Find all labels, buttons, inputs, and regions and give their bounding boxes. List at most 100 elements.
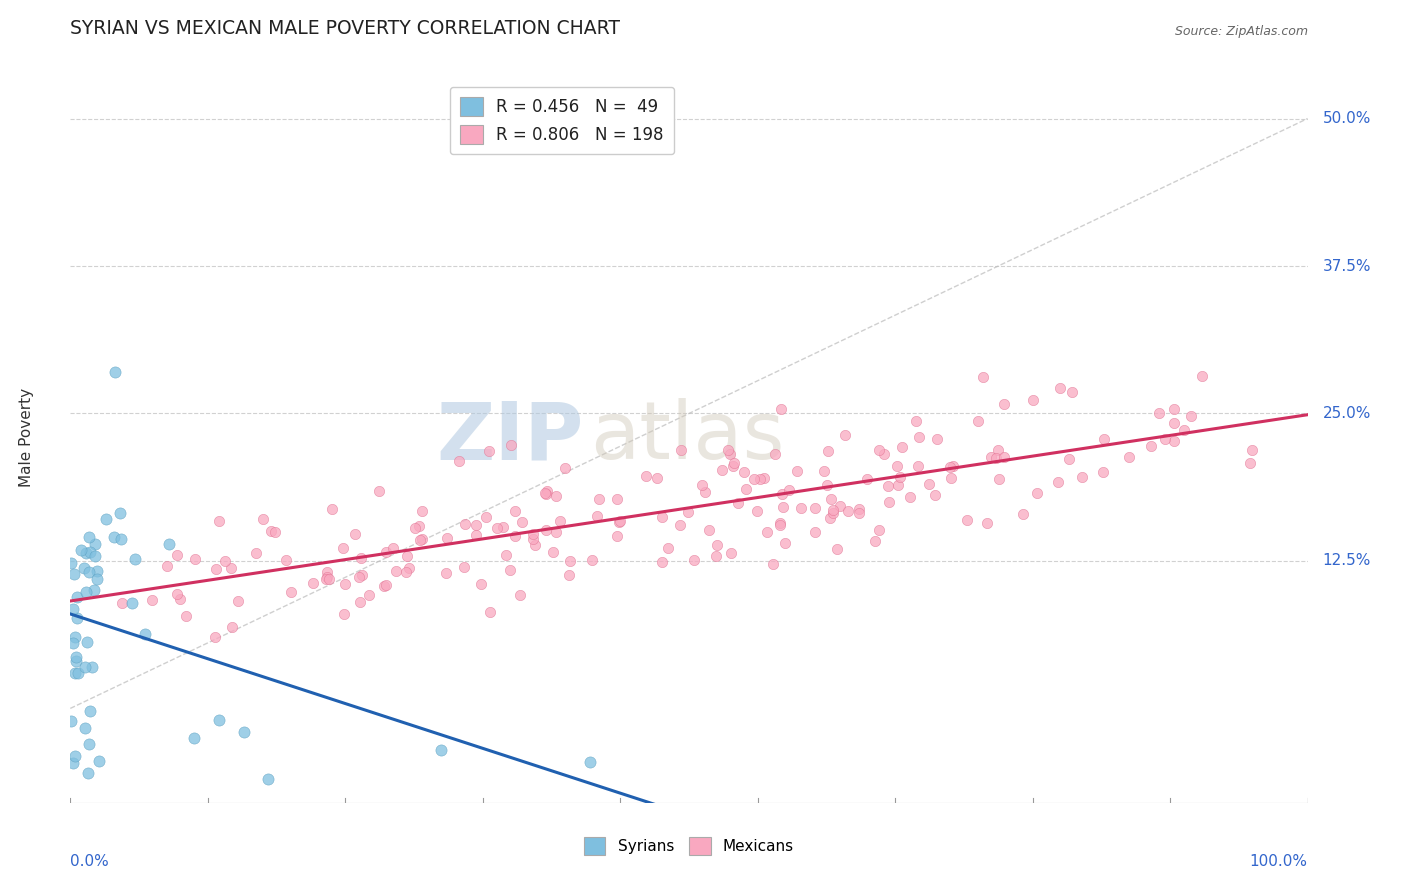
Point (690, 478, 713, 492)
Point (543, 544, 565, 558)
Point (169, 592, 191, 607)
Point (823, 503, 845, 517)
Point (993, 397, 1015, 411)
Point (718, 447, 741, 461)
Point (454, 517, 477, 532)
Point (156, 559, 179, 574)
Point (219, 560, 242, 574)
Point (657, 541, 679, 556)
Point (73, 561, 96, 575)
Point (86, 564, 108, 578)
Point (1049, 381, 1071, 395)
Point (121, 596, 143, 610)
Point (495, 548, 517, 562)
Point (558, 568, 581, 582)
Point (818, 511, 841, 525)
Text: Male Poverty: Male Poverty (20, 387, 35, 487)
Point (938, 459, 960, 474)
Point (1140, 439, 1163, 453)
Point (1070, 470, 1092, 484)
Text: 0.0%: 0.0% (70, 854, 110, 869)
Point (60, 714, 83, 729)
Point (924, 488, 946, 502)
Point (208, 713, 231, 727)
Point (683, 553, 706, 567)
Legend: Syrians, Mexicans: Syrians, Mexicans (578, 831, 800, 861)
Point (347, 570, 370, 584)
Point (486, 521, 509, 535)
Point (65, 665, 87, 680)
Point (773, 536, 796, 550)
Point (411, 532, 433, 546)
Point (733, 465, 755, 479)
Point (384, 564, 406, 578)
Point (367, 484, 389, 499)
Point (558, 554, 581, 568)
Point (669, 517, 692, 532)
Point (76, 635, 98, 649)
Point (534, 523, 557, 537)
Point (804, 524, 827, 539)
Point (302, 575, 325, 590)
Point (606, 491, 628, 506)
Point (499, 438, 522, 452)
Point (166, 587, 188, 601)
Point (141, 593, 163, 607)
Point (359, 588, 381, 602)
Point (697, 523, 720, 537)
Point (1025, 486, 1047, 500)
Point (86, 572, 108, 586)
Point (221, 619, 243, 633)
Point (75, 545, 97, 559)
Point (522, 532, 544, 546)
Point (879, 495, 901, 509)
Point (77, 766, 100, 780)
Point (111, 596, 134, 610)
Point (333, 607, 356, 621)
Point (956, 513, 979, 527)
Point (96, 512, 118, 526)
Point (183, 731, 205, 745)
Point (606, 529, 628, 543)
Point (80, 660, 103, 674)
Point (763, 447, 786, 461)
Point (1173, 423, 1195, 437)
Point (898, 490, 921, 504)
Point (83, 582, 105, 597)
Point (321, 502, 343, 516)
Point (315, 572, 337, 586)
Point (62, 602, 84, 616)
Point (157, 537, 180, 551)
Point (723, 459, 745, 474)
Point (752, 471, 775, 485)
Point (820, 491, 842, 506)
Point (634, 468, 657, 483)
Point (817, 443, 839, 458)
Point (124, 551, 146, 566)
Point (645, 471, 668, 485)
Point (1180, 409, 1202, 424)
Point (987, 442, 1010, 457)
Point (863, 533, 886, 548)
Point (815, 478, 838, 492)
Point (503, 504, 526, 518)
Point (77, 566, 100, 580)
Point (184, 552, 207, 566)
Point (837, 504, 859, 518)
Point (374, 545, 396, 559)
Point (890, 440, 912, 454)
Point (62, 636, 84, 650)
Point (1059, 451, 1081, 466)
Point (104, 365, 127, 379)
Point (60, 556, 83, 570)
Point (108, 506, 131, 520)
Point (548, 514, 571, 528)
Point (349, 594, 371, 608)
Point (586, 509, 609, 524)
Point (706, 538, 728, 552)
Point (804, 501, 827, 516)
Point (786, 464, 808, 478)
Point (333, 577, 356, 591)
Point (79, 704, 101, 718)
Point (769, 401, 792, 416)
